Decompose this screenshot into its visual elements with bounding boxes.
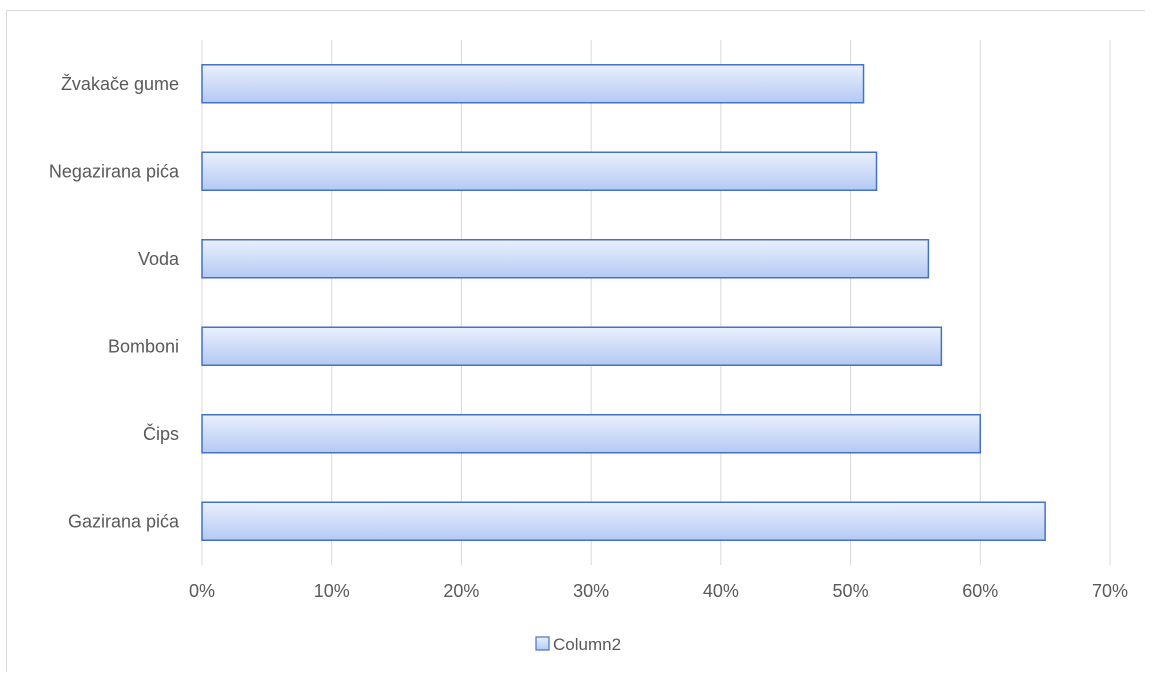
x-tick-label: 0%: [189, 581, 215, 601]
category-label: Gazirana pića: [68, 511, 180, 531]
bars: [201, 64, 1046, 541]
category-labels: Gazirana pića Čips Bomboni Voda Negazirana p…: [49, 74, 180, 532]
x-tick-labels: 0% 10% 20% 30% 40% 50% 60% 70%: [189, 581, 1128, 601]
category-label: Žvakače gume: [61, 74, 179, 94]
legend: Column2: [535, 635, 621, 654]
bar: [201, 414, 982, 454]
x-tick-label: 30%: [573, 581, 609, 601]
bar: [201, 151, 878, 191]
category-label: Bomboni: [108, 336, 179, 356]
category-label: Negazirana pića: [49, 161, 180, 181]
bar: [201, 64, 865, 104]
gridlines: [201, 40, 1111, 565]
bar: [201, 326, 943, 366]
bar: [201, 501, 1046, 541]
x-tick-label: 50%: [833, 581, 869, 601]
x-tick-label: 20%: [443, 581, 479, 601]
chart-frame: [6, 10, 1145, 672]
category-label: Voda: [138, 249, 180, 269]
x-tick-label: 70%: [1092, 581, 1128, 601]
legend-label: Column2: [553, 635, 621, 654]
bar: [201, 239, 930, 279]
x-tick-label: 40%: [703, 581, 739, 601]
legend-swatch: [535, 636, 550, 651]
category-label: Čips: [143, 423, 179, 444]
x-tick-label: 10%: [314, 581, 350, 601]
x-tick-label: 60%: [962, 581, 998, 601]
